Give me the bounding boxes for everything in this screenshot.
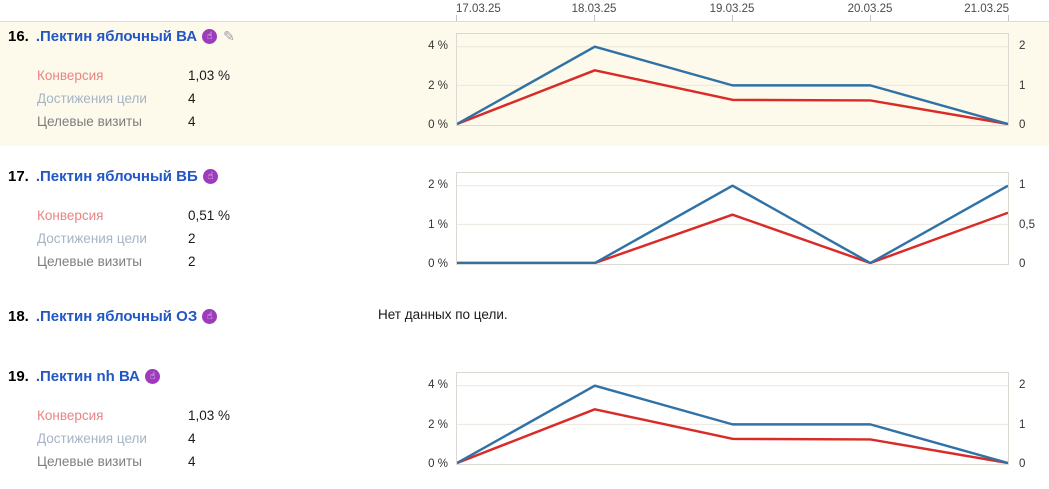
goal-row-17-chart: 2 % 1 % 0 % 1 0,5 0 [414, 172, 1049, 270]
header-separator [0, 21, 1049, 22]
left-axis-tick-label: 0 % [428, 458, 448, 470]
series-line-conversion [457, 408, 1008, 464]
goal-visits-label: Целевые визиты [37, 114, 142, 129]
goal-number: 18. [8, 307, 29, 325]
right-axis-tick-label: 0 [1019, 258, 1026, 270]
date-tick [594, 15, 595, 21]
chart-plot-area [456, 33, 1009, 126]
right-axis-tick-label: 1 [1019, 179, 1026, 191]
right-axis-tick-label: 1 [1019, 79, 1026, 92]
goal-number: 17. [8, 167, 29, 185]
left-axis-tick-label: 1 % [428, 218, 448, 231]
conversion-value: 1,03 % [188, 68, 231, 83]
left-axis-tick-label: 0 % [428, 258, 448, 270]
chart-plot-area [456, 372, 1009, 465]
goal-row-16-metrics: Конверсия 1,03 % Достижения цели 4 Целев… [37, 68, 297, 137]
right-axis-tick-label: 0 [1019, 119, 1026, 131]
goal-row-19-chart: 4 % 2 % 0 % 2 1 0 [414, 372, 1049, 470]
left-axis-tick-label: 2 % [428, 418, 448, 431]
goal-row-16-chart: 4 % 2 % 0 % 2 1 0 [414, 33, 1049, 131]
goal-visits-label: Целевые визиты [37, 454, 142, 469]
metric-row-goal-reaches: Достижения цели 2 [37, 231, 297, 246]
date-label: 21.03.25 [964, 3, 1009, 15]
right-axis-tick-label: 0,5 [1019, 218, 1035, 231]
date-label: 20.03.25 [847, 3, 893, 15]
metric-row-goal-reaches: Достижения цели 4 [37, 431, 297, 446]
goal-row-18-title: 18. .Пектин яблочный ОЗ ☝ [8, 307, 218, 325]
goal-reaches-label: Достижения цели [37, 91, 147, 106]
goal-link[interactable]: .Пектин nh ВА [35, 367, 140, 385]
metric-row-conversion: Конверсия 1,03 % [37, 68, 297, 83]
metric-row-goal-reaches: Достижения цели 4 [37, 91, 297, 106]
metric-row-goal-visits: Целевые визиты 2 [37, 254, 297, 269]
date-tick [732, 15, 733, 21]
goal-number: 16. [8, 27, 29, 45]
goal-row-19-metrics: Конверсия 1,03 % Достижения цели 4 Целев… [37, 408, 297, 477]
goal-visits-value: 4 [188, 454, 196, 469]
retargeting-goal-icon[interactable]: ☝ [144, 368, 160, 384]
date-tick [456, 15, 457, 21]
conversion-value: 0,51 % [188, 208, 231, 223]
left-axis-tick-label: 4 % [428, 379, 448, 391]
goal-visits-value: 2 [188, 254, 196, 269]
retargeting-goal-icon[interactable]: ☝ [202, 308, 218, 324]
left-axis-tick-label: 0 % [428, 119, 448, 131]
chart-plot-area [456, 172, 1009, 265]
left-axis-tick-label: 4 % [428, 40, 448, 52]
right-axis-tick-label: 0 [1019, 458, 1026, 470]
goal-row-17-metrics: Конверсия 0,51 % Достижения цели 2 Целев… [37, 208, 297, 277]
date-axis-header: 17.03.25 18.03.25 19.03.25 20.03.25 21.03.25 [0, 0, 1049, 21]
goal-row-17-title: 17. .Пектин яблочный ВБ ☝ [8, 167, 218, 185]
left-axis-tick-label: 2 % [428, 179, 448, 191]
goal-link[interactable]: .Пектин яблочный ОЗ [35, 307, 198, 325]
date-label: 17.03.25 [456, 3, 501, 15]
edit-goal-icon[interactable]: ✎ [223, 28, 235, 44]
goal-visits-label: Целевые визиты [37, 254, 142, 269]
goal-reaches-value: 4 [188, 91, 196, 106]
series-line-goal-reaches [457, 384, 1008, 464]
goal-reaches-value: 2 [188, 231, 196, 246]
date-label: 19.03.25 [709, 3, 755, 15]
metric-row-conversion: Конверсия 0,51 % [37, 208, 297, 223]
no-data-message: Нет данных по цели. [378, 307, 508, 322]
retargeting-goal-icon[interactable]: ☝ [202, 28, 218, 44]
right-axis-tick-label: 1 [1019, 418, 1026, 431]
conversion-label: Конверсия [37, 68, 104, 83]
goal-number: 19. [8, 367, 29, 385]
goal-reaches-label: Достижения цели [37, 431, 147, 446]
goal-link[interactable]: .Пектин яблочный ВА [35, 27, 198, 45]
date-label: 18.03.25 [571, 3, 617, 15]
goal-row-19-title: 19. .Пектин nh ВА ☝ [8, 367, 160, 385]
right-axis-tick-label: 2 [1019, 40, 1026, 52]
goal-link[interactable]: .Пектин яблочный ВБ [35, 167, 198, 185]
goal-reaches-label: Достижения цели [37, 231, 147, 246]
date-tick [1008, 15, 1009, 21]
conversion-label: Конверсия [37, 408, 104, 423]
goal-row-16-title: 16. .Пектин яблочный ВА ☝ ✎ [8, 27, 235, 45]
conversion-value: 1,03 % [188, 408, 231, 423]
goal-reaches-value: 4 [188, 431, 196, 446]
retargeting-goal-icon[interactable]: ☝ [202, 168, 218, 184]
metric-row-conversion: Конверсия 1,03 % [37, 408, 297, 423]
metric-row-goal-visits: Целевые визиты 4 [37, 114, 297, 129]
right-axis-tick-label: 2 [1019, 379, 1026, 391]
conversion-label: Конверсия [37, 208, 104, 223]
series-line-goal-reaches [457, 184, 1008, 264]
left-axis-tick-label: 2 % [428, 79, 448, 92]
goal-visits-value: 4 [188, 114, 196, 129]
series-line-conversion [457, 211, 1008, 264]
date-tick [870, 15, 871, 21]
series-line-goal-reaches [457, 45, 1008, 125]
series-line-conversion [457, 69, 1008, 125]
metric-row-goal-visits: Целевые визиты 4 [37, 454, 297, 469]
